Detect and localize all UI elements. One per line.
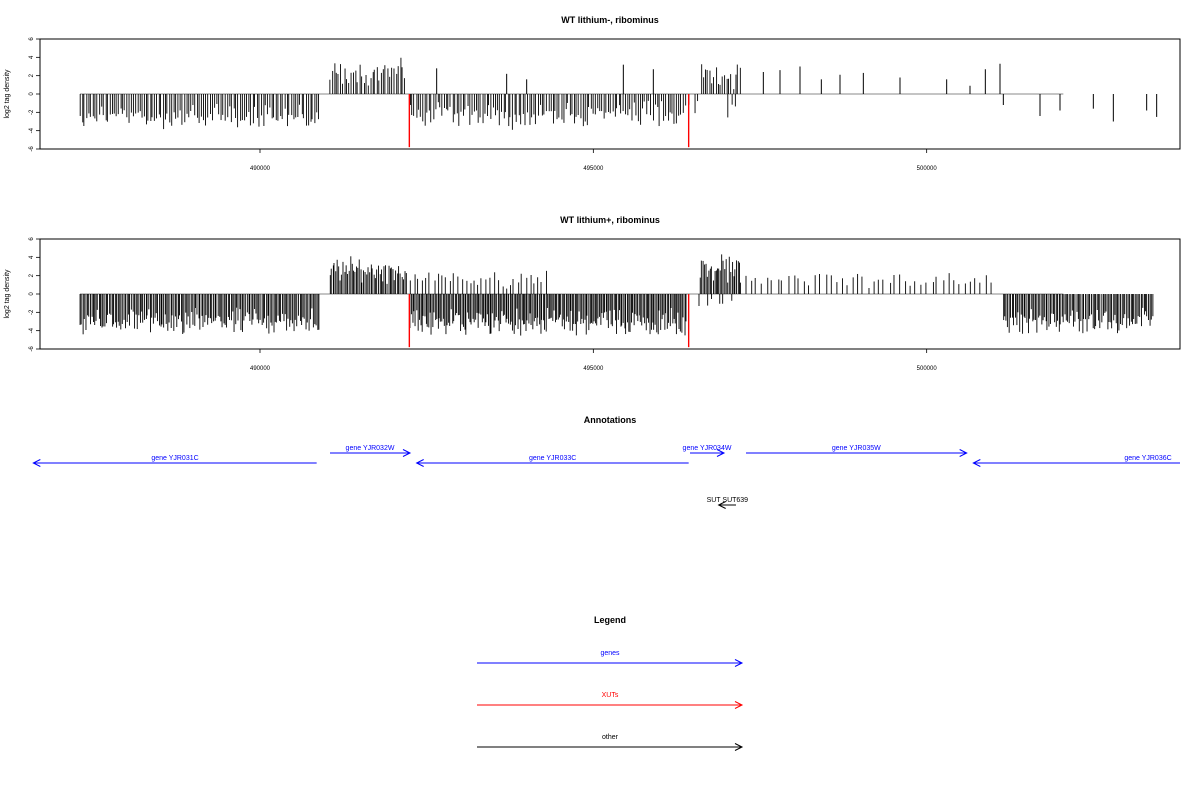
- bar-series-minus: [688, 94, 699, 114]
- bar-series-minus: [1003, 294, 1154, 334]
- arrow-head: [734, 743, 744, 751]
- bar-series-minus: [727, 94, 736, 118]
- annotation-gene-yjr035w: gene YJR035W: [746, 445, 968, 457]
- y-tick-label: 2: [29, 73, 35, 77]
- legend-label: other: [602, 734, 619, 741]
- annotations-panel: Annotations gene YJR031C gene YJR032W gene…: [32, 415, 1180, 509]
- bar-series-minus: [409, 94, 687, 130]
- y-tick-label: -6: [29, 146, 35, 152]
- arrow-head: [734, 701, 744, 709]
- arrow-head: [402, 449, 412, 457]
- y-tick-label: 6: [29, 237, 35, 241]
- x-tick-label: 490000: [250, 166, 271, 172]
- annotation-gene-yjr032w: gene YJR032W: [330, 445, 412, 457]
- legend-item-genes: genes: [477, 650, 744, 667]
- bar-series-plus: [329, 57, 405, 94]
- x-tick-label: 490000: [250, 366, 271, 372]
- y-tick-label: -4: [29, 127, 35, 133]
- annotation-gene-yjr031c: gene YJR031C: [32, 455, 317, 467]
- y-tick-label: -6: [29, 346, 35, 352]
- bar-series-plus: [329, 256, 407, 294]
- y-tick-label: 2: [29, 273, 35, 277]
- annotation-gene-yjr036c: gene YJR036C: [972, 455, 1180, 467]
- arrow-head: [959, 449, 968, 457]
- annotation-sut-sut639: SUT SUT639: [707, 497, 749, 509]
- annotation-label: gene YJR033C: [529, 455, 576, 462]
- y-tick-label: -2: [29, 109, 35, 115]
- bar-series-minus: [79, 94, 319, 130]
- x-tick-label: 495000: [583, 366, 604, 372]
- x-tick-label: 500000: [917, 166, 938, 172]
- annotation-gene-yjr034w: gene YJR034W: [683, 445, 732, 457]
- legend-label: genes: [600, 650, 620, 657]
- arrow-head: [972, 459, 981, 467]
- y-axis-label: log2 tag density: [4, 69, 11, 119]
- annotation-label: SUT SUT639: [707, 497, 749, 504]
- bar-series-minus: [79, 294, 320, 335]
- legend-title: Legend: [594, 615, 626, 625]
- legend-item-other: other: [477, 734, 744, 751]
- annotation-label: gene YJR034W: [683, 445, 732, 452]
- panel-title: WT lithium+, ribominus: [560, 215, 660, 225]
- y-tick-label: -4: [29, 327, 35, 333]
- y-tick-label: 0: [29, 292, 35, 296]
- arrow-head: [32, 459, 41, 467]
- y-tick-label: 6: [29, 37, 35, 41]
- bar-series-plus: [699, 254, 740, 294]
- bar-series-minus: [698, 294, 733, 306]
- y-tick-label: 4: [29, 55, 35, 59]
- annotation-label: gene YJR032W: [346, 445, 395, 452]
- panel-title: WT lithium-, ribominus: [561, 15, 659, 25]
- arrow-head: [717, 501, 726, 509]
- y-tick-label: 0: [29, 92, 35, 96]
- annotations-title: Annotations: [584, 415, 637, 425]
- annotation-label: gene YJR031C: [151, 455, 198, 462]
- track-panel-2: WT lithium+, ribominus log2 tag density -6…: [4, 215, 1181, 372]
- annotation-label: gene YJR036C: [1124, 455, 1171, 462]
- annotation-label: gene YJR035W: [832, 445, 881, 452]
- legend-panel: Legend genes XUTs other: [477, 615, 744, 751]
- arrow-head: [734, 659, 744, 667]
- bar-series-minus: [409, 294, 687, 336]
- y-tick-label: -2: [29, 309, 35, 315]
- y-axis-label: log2 tag density: [4, 269, 11, 319]
- legend-label: XUTs: [602, 692, 619, 699]
- bar-series-plus: [701, 64, 741, 94]
- bar-series-plus: [739, 273, 992, 294]
- legend-item-xuts: XUTs: [477, 692, 744, 709]
- annotation-gene-yjr033c: gene YJR033C: [415, 455, 689, 467]
- track-panel-1: WT lithium-, ribominus log2 tag density -6…: [4, 15, 1181, 172]
- x-tick-label: 495000: [583, 166, 604, 172]
- bar-series-plus: [409, 270, 548, 294]
- arrow-head: [415, 459, 424, 467]
- x-tick-label: 500000: [917, 366, 938, 372]
- arrow-head: [716, 449, 726, 457]
- y-tick-label: 4: [29, 255, 35, 259]
